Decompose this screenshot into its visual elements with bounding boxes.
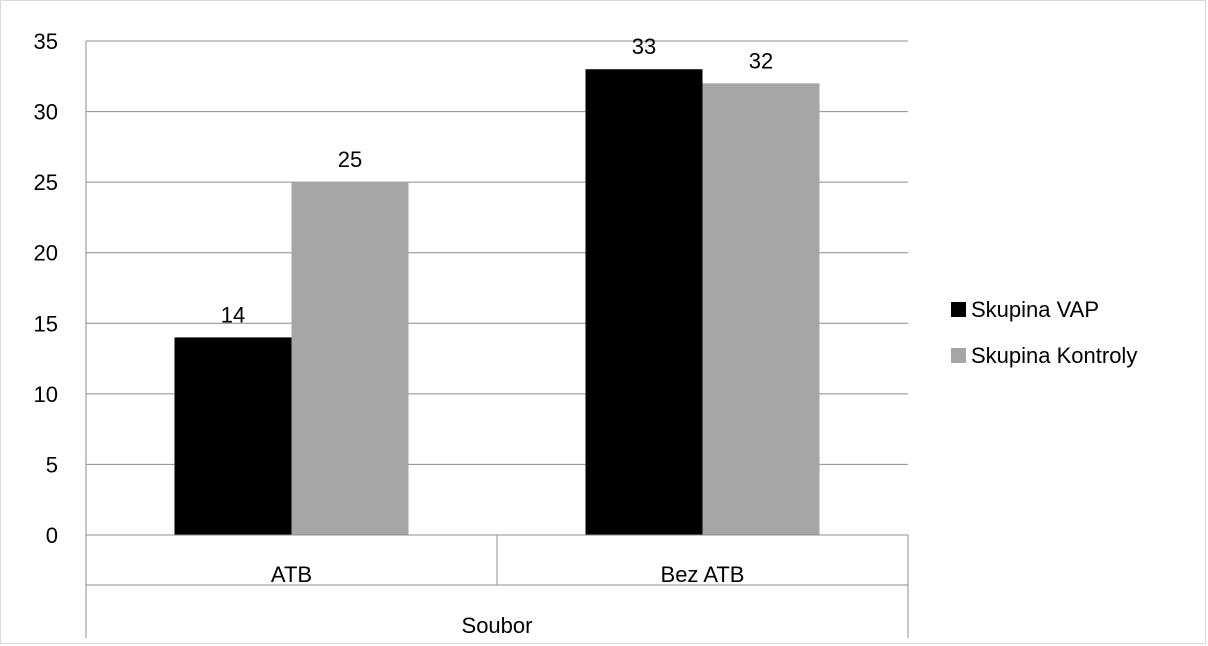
legend-swatch-skupina-vap xyxy=(951,302,966,317)
bar-atb-skupina-vap xyxy=(174,337,292,535)
y-tick-label-5: 5 xyxy=(46,452,58,477)
y-tick-label-0: 0 xyxy=(46,523,58,548)
legend-swatch-skupina-kontroly xyxy=(951,348,966,363)
y-tick-label-15: 15 xyxy=(34,311,58,336)
bar-bez-atb-skupina-kontroly xyxy=(702,83,820,535)
legend-label-skupina-vap: Skupina VAP xyxy=(971,297,1099,322)
data-label-atb-skupina-kontroly: 25 xyxy=(338,147,362,172)
bars xyxy=(174,69,820,535)
y-tick-label-35: 35 xyxy=(34,29,58,54)
y-tick-label-25: 25 xyxy=(34,170,58,195)
x-group-label: Soubor xyxy=(462,613,533,638)
y-tick-label-20: 20 xyxy=(34,241,58,266)
data-label-atb-skupina-vap: 14 xyxy=(221,302,245,327)
legend-label-skupina-kontroly: Skupina Kontroly xyxy=(971,343,1137,368)
y-tick-label-10: 10 xyxy=(34,382,58,407)
x-category-label-bez-atb: Bez ATB xyxy=(661,562,745,587)
data-label-bez-atb-skupina-kontroly: 32 xyxy=(749,48,773,73)
legend: Skupina VAP Skupina Kontroly xyxy=(951,297,1137,368)
bar-bez-atb-skupina-vap xyxy=(585,69,703,535)
axes xyxy=(85,41,909,638)
labels: 0 5 10 15 20 25 30 35 14 25 ATB 33 32 Bez ATB Soubor xyxy=(34,29,774,638)
x-category-label-atb: ATB xyxy=(271,562,312,587)
bar-atb-skupina-kontroly xyxy=(291,182,409,535)
y-tick-label-30: 30 xyxy=(34,100,58,125)
data-label-bez-atb-skupina-vap: 33 xyxy=(632,34,656,59)
